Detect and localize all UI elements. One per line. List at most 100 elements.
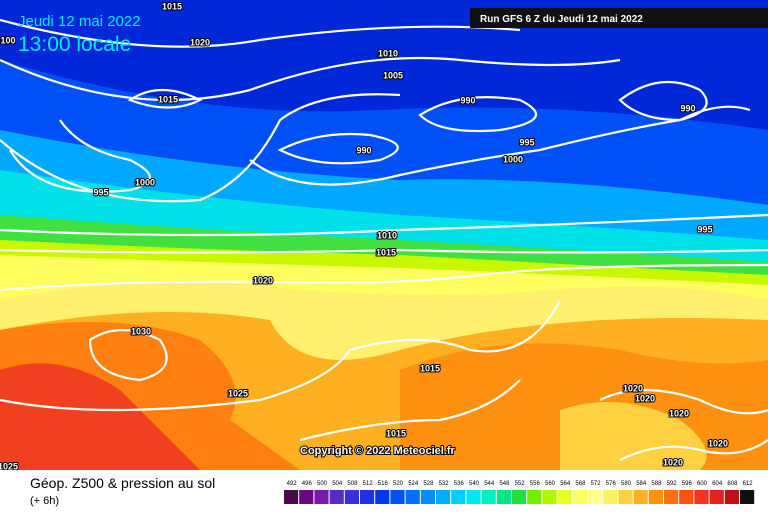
scale-swatch <box>709 490 724 504</box>
scale-swatch <box>542 490 557 504</box>
scale-swatch <box>572 490 587 504</box>
isobar-label: 995 <box>93 187 108 197</box>
scale-swatch <box>375 490 390 504</box>
copyright: Copyright © 2022 Meteociel.fr <box>300 445 456 457</box>
scale-swatch <box>329 490 344 504</box>
scale-label: 572 <box>591 481 602 487</box>
scale-label: 540 <box>469 481 480 487</box>
isobar-label: 1015 <box>162 1 182 11</box>
isobar-label: 1020 <box>623 383 643 393</box>
scale-label: 564 <box>560 481 571 487</box>
scale-label: 592 <box>667 481 678 487</box>
scale-swatch <box>299 490 314 504</box>
isobar-label: 1015 <box>158 94 178 104</box>
scale-label: 544 <box>484 481 495 487</box>
scale-label: 584 <box>636 481 647 487</box>
scale-swatch <box>648 490 663 504</box>
isobar-label: 995 <box>519 137 534 147</box>
scale-label: 552 <box>515 481 526 487</box>
scale-label: 500 <box>317 481 328 487</box>
scale-label: 496 <box>302 481 313 487</box>
isobar-label: 990 <box>460 95 475 105</box>
scale-label: 520 <box>393 481 404 487</box>
scale-swatch <box>481 490 496 504</box>
scale-swatch <box>557 490 572 504</box>
scale-label: 612 <box>743 481 754 487</box>
isobar-label: 1010 <box>377 230 397 240</box>
map-background <box>0 0 768 470</box>
scale-swatch <box>679 490 694 504</box>
scale-label: 528 <box>423 481 434 487</box>
scale-label: 516 <box>378 481 389 487</box>
footer-title: Géop. Z500 & pression au sol <box>30 475 215 491</box>
isobar-label: 1020 <box>253 275 273 285</box>
isobar-label: 1015 <box>420 363 440 373</box>
scale-swatch <box>512 490 527 504</box>
scale-swatch <box>633 490 648 504</box>
isobar-label: 1010 <box>378 48 398 58</box>
scale-label: 568 <box>575 481 586 487</box>
scale-swatch <box>405 490 420 504</box>
scale-label: 504 <box>332 481 343 487</box>
scale-swatch <box>420 490 435 504</box>
isobar-label: 1020 <box>663 457 683 467</box>
isobar-label: 1015 <box>376 247 396 257</box>
scale-label: 548 <box>499 481 510 487</box>
scale-label: 580 <box>621 481 632 487</box>
scale-label: 604 <box>712 481 723 487</box>
isobar-label: 1015 <box>386 428 406 438</box>
scale-label: 560 <box>545 481 556 487</box>
scale-swatch <box>740 490 755 504</box>
isobar-label: 1020 <box>635 393 655 403</box>
isobar-label: 995 <box>697 224 712 234</box>
scale-swatch <box>314 490 329 504</box>
scale-label: 576 <box>606 481 617 487</box>
scale-label: 508 <box>347 481 358 487</box>
isobar-label: 1005 <box>383 70 403 80</box>
isobar-label: 1020 <box>190 37 210 47</box>
scale-label: 596 <box>682 481 693 487</box>
scale-label: 512 <box>363 481 374 487</box>
scale-swatch <box>664 490 679 504</box>
isobar-label: 990 <box>356 145 371 155</box>
scale-swatch <box>436 490 451 504</box>
isobar-label: 990 <box>680 103 695 113</box>
scale-swatch <box>618 490 633 504</box>
scale-label: 556 <box>530 481 541 487</box>
time-text: 13:00 locale <box>18 33 131 56</box>
isobar-label: 1020 <box>669 408 689 418</box>
isobar-label: 1030 <box>131 326 151 336</box>
date-text: Jeudi 12 mai 2022 <box>18 13 141 30</box>
scale-label: 536 <box>454 481 465 487</box>
scale-swatch <box>344 490 359 504</box>
scale-swatch <box>451 490 466 504</box>
scale-label: 532 <box>439 481 450 487</box>
isobar-label: 1025 <box>0 461 18 471</box>
isobar-label: 1000 <box>503 154 523 164</box>
isobar-label: 100 <box>0 35 15 45</box>
scale-swatch <box>496 490 511 504</box>
scale-label: 600 <box>697 481 708 487</box>
scale-label: 588 <box>651 481 662 487</box>
run-box <box>470 8 768 28</box>
scale-label: 492 <box>287 481 298 487</box>
color-scale: 492 496 500 504 508 512 516 520 524 528 532 536 540 5… <box>284 481 755 504</box>
isobars <box>0 18 768 461</box>
footer-subtitle: (+ 6h) <box>30 495 59 507</box>
run-text: Run GFS 6 Z du Jeudi 12 mai 2022 <box>480 14 643 25</box>
scale-swatch <box>588 490 603 504</box>
scale-label: 608 <box>727 481 738 487</box>
scale-swatch <box>724 490 739 504</box>
scale-swatch <box>466 490 481 504</box>
scale-label: 524 <box>408 481 419 487</box>
isobar-label: 1025 <box>228 388 248 398</box>
isobar-labels: 1015 1020 100 1015 1010 1005 990 990 995 1000 995 1… <box>0 0 729 472</box>
scale-swatch <box>603 490 618 504</box>
scale-swatch <box>390 490 405 504</box>
scale-swatch <box>284 490 299 504</box>
scale-swatch <box>527 490 542 504</box>
scale-swatch <box>694 490 709 504</box>
isobar-label: 1020 <box>708 438 728 448</box>
scale-swatch <box>360 490 375 504</box>
